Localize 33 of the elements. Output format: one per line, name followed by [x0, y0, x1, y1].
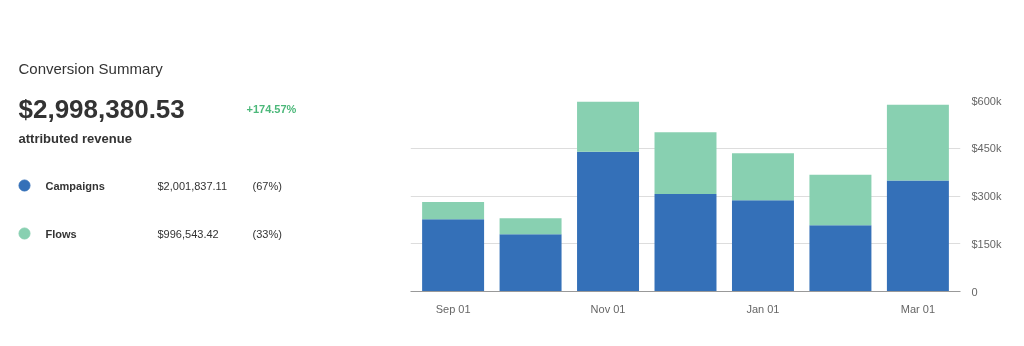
- bar: [499, 218, 562, 235]
- bar: [499, 234, 562, 292]
- x-tick-label: Jan 01: [746, 302, 780, 315]
- y-tick-label: $150k: [971, 237, 1002, 250]
- text: attributed revenue: [18, 131, 132, 146]
- legend-label: Campaigns: [45, 179, 105, 192]
- text: $996,543.42: [157, 227, 219, 240]
- bar: [886, 104, 949, 181]
- text: +174.57%: [246, 102, 297, 115]
- x-tick-label: Nov 01: [590, 302, 626, 315]
- bar: [731, 153, 794, 201]
- text: Conversion Summary: [18, 60, 164, 77]
- bar: [654, 194, 717, 292]
- text: $2,998,380.53: [18, 93, 185, 124]
- y-tick-label: $300k: [971, 190, 1002, 202]
- y-tick-label: $450k: [971, 142, 1002, 155]
- bar: [577, 101, 640, 152]
- bar: [886, 180, 949, 292]
- bar: [422, 202, 485, 220]
- bar: [577, 151, 640, 292]
- text: (33%): [252, 227, 282, 240]
- bar: [809, 225, 872, 292]
- bar: [731, 200, 794, 292]
- bar: [809, 174, 872, 226]
- bar: [422, 219, 485, 292]
- x-tick-label: Sep 01: [435, 302, 471, 315]
- legend-label: Flows: [45, 227, 77, 240]
- y-tick-label: 0: [971, 285, 978, 298]
- x-tick-label: Mar 01: [900, 302, 936, 315]
- y-tick-label: $600k: [971, 94, 1002, 107]
- text: $2,001,837.11: [157, 179, 228, 192]
- bar: [654, 132, 717, 195]
- text: (67%): [252, 179, 282, 192]
